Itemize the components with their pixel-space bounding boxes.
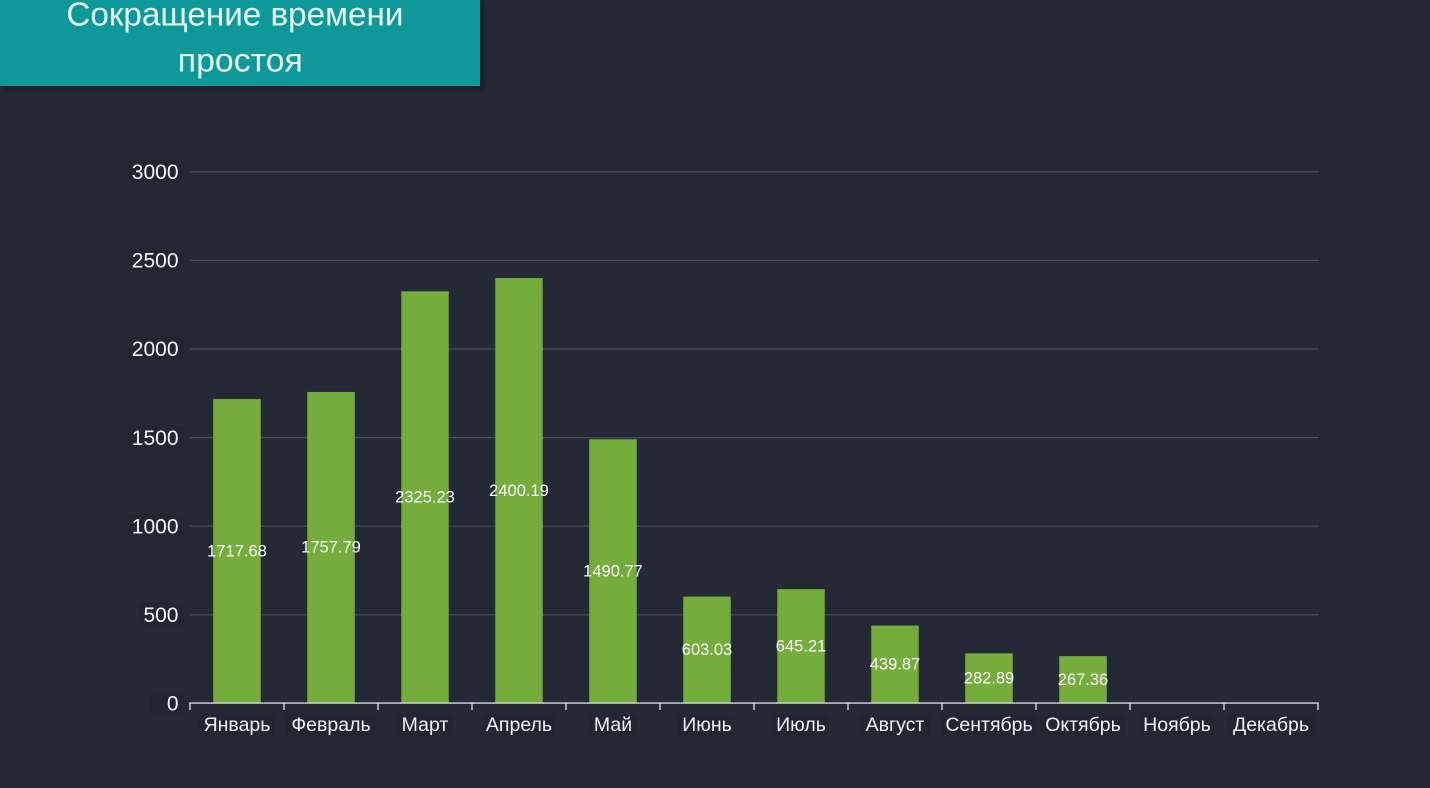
svg-text:2000: 2000 <box>132 338 179 361</box>
svg-text:Сокращение времени: Сокращение времени <box>66 0 403 33</box>
svg-text:439.87: 439.87 <box>870 656 920 674</box>
svg-text:Июль: Июль <box>776 714 826 736</box>
svg-text:500: 500 <box>143 604 178 627</box>
svg-text:2400.19: 2400.19 <box>489 482 549 500</box>
svg-text:267.36: 267.36 <box>1058 671 1108 689</box>
svg-text:603.03: 603.03 <box>682 641 732 659</box>
svg-text:Сентябрь: Сентябрь <box>945 714 1032 736</box>
svg-text:Июнь: Июнь <box>682 714 732 736</box>
svg-text:1717.68: 1717.68 <box>207 542 267 560</box>
svg-text:0: 0 <box>167 693 179 716</box>
svg-text:Декабрь: Декабрь <box>1233 714 1309 736</box>
svg-text:1000: 1000 <box>132 515 179 538</box>
svg-text:2500: 2500 <box>132 250 179 273</box>
svg-text:Апрель: Апрель <box>486 714 552 736</box>
svg-text:1500: 1500 <box>132 427 179 450</box>
svg-text:простоя: простоя <box>178 42 303 79</box>
svg-text:3000: 3000 <box>132 161 179 184</box>
svg-text:Октябрь: Октябрь <box>1045 714 1121 736</box>
svg-text:Февраль: Февраль <box>291 714 370 736</box>
svg-text:645.21: 645.21 <box>776 637 826 655</box>
svg-text:1490.77: 1490.77 <box>583 562 643 580</box>
svg-text:Март: Март <box>402 714 449 736</box>
svg-text:Январь: Январь <box>204 714 271 736</box>
svg-text:282.89: 282.89 <box>964 669 1014 687</box>
svg-text:Май: Май <box>594 714 632 736</box>
svg-text:Ноябрь: Ноябрь <box>1143 714 1211 736</box>
svg-text:2325.23: 2325.23 <box>395 488 455 506</box>
svg-text:Август: Август <box>866 714 925 736</box>
svg-text:1757.79: 1757.79 <box>301 539 361 557</box>
